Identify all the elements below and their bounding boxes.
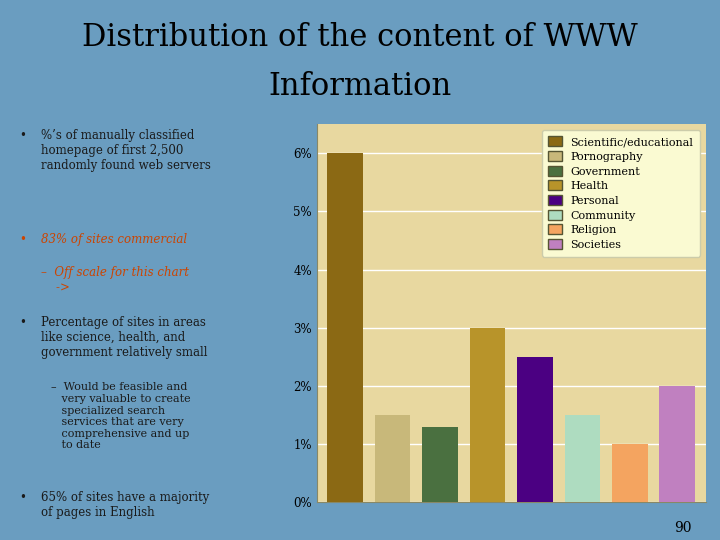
Text: •: • — [19, 316, 27, 329]
Text: 90: 90 — [674, 521, 691, 535]
Bar — [564, 415, 600, 502]
Legend: Scientific/educational, Pornography, Government, Health, Personal, Community, Re: Scientific/educational, Pornography, Gov… — [541, 130, 700, 256]
Text: •: • — [19, 129, 27, 142]
Text: Distribution of the content of WWW: Distribution of the content of WWW — [82, 22, 638, 53]
Bar — [423, 427, 458, 502]
Text: •: • — [19, 490, 27, 503]
Bar — [375, 415, 410, 502]
Text: %’s of manually classified
homepage of first 2,500
randomly found web servers: %’s of manually classified homepage of f… — [41, 129, 211, 172]
Text: 65% of sites have a majority
of pages in English: 65% of sites have a majority of pages in… — [41, 490, 210, 518]
Text: Information: Information — [269, 71, 451, 102]
Bar — [612, 444, 647, 502]
Bar — [328, 153, 363, 502]
Text: Percentage of sites in areas
like science, health, and
government relatively sma: Percentage of sites in areas like scienc… — [41, 316, 208, 359]
Bar — [469, 328, 505, 502]
Bar — [660, 386, 695, 502]
Text: •: • — [19, 233, 27, 246]
Text: –  Would be feasible and
   very valuable to create
   specialized search
   ser: – Would be feasible and very valuable to… — [50, 382, 190, 450]
Text: –  Off scale for this chart
    ->: – Off scale for this chart -> — [41, 266, 189, 294]
Bar — [517, 357, 553, 502]
Text: 83% of sites commercial: 83% of sites commercial — [41, 233, 187, 246]
